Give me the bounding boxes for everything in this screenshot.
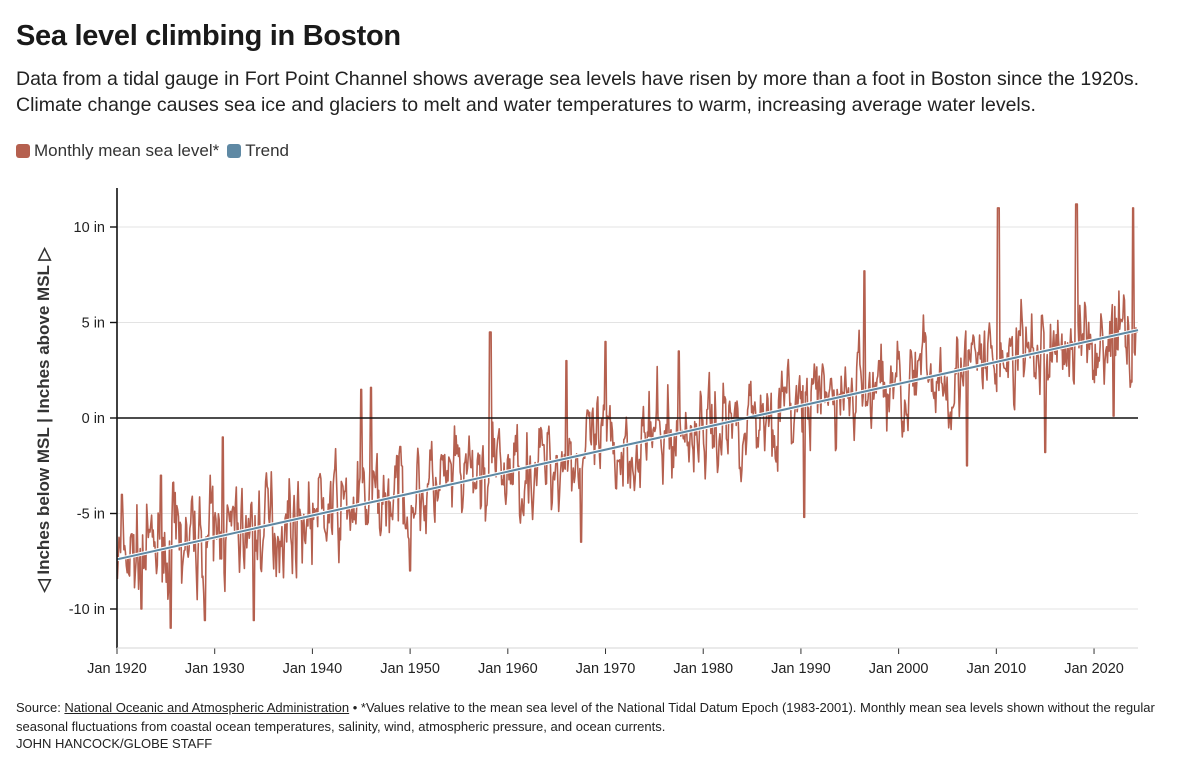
x-tick-label: Jan 1990 — [771, 661, 831, 677]
legend-swatch-trend — [227, 144, 242, 158]
legend: Monthly mean sea level* Trend — [16, 141, 297, 161]
x-tick-label: Jan 1970 — [576, 661, 636, 677]
x-tick-label: Jan 1950 — [380, 661, 440, 677]
x-tick-label: Jan 1930 — [185, 661, 245, 677]
y-tick-label: 10 in — [74, 220, 105, 236]
series-monthly-mean-sea-level — [116, 203, 1138, 629]
staff-credit: JOHN HANCOCK/GLOBE STAFF — [16, 736, 213, 751]
legend-label-monthly: Monthly mean sea level* — [34, 141, 220, 160]
y-axis-label: ◁ Inches below MSL | Inches above MSL ▷ — [34, 247, 53, 594]
chart-title: Sea level climbing in Boston — [16, 20, 401, 52]
subtitle-line: Data from a tidal gauge in Fort Point Ch… — [16, 68, 1139, 90]
grid-lines — [117, 226, 1138, 610]
source-footnote: • *Values relative to the mean sea level… — [16, 700, 1155, 734]
y-axis-ticks: 10 in 5 in 0 in -5 in -10 in — [69, 220, 117, 618]
legend-swatch-monthly — [16, 144, 30, 158]
chart-subtitle: Data from a tidal gauge in Fort Point Ch… — [16, 66, 1186, 118]
y-tick-label: 0 in — [82, 411, 105, 427]
y-tick-label: -10 in — [69, 602, 105, 618]
x-axis-ticks: Jan 1920 Jan 1930 Jan 1940 Jan 1950 Jan 1960… — [87, 648, 1124, 677]
trend-line — [116, 329, 1139, 561]
series-trend — [116, 328, 1139, 562]
x-tick-label: Jan 1960 — [478, 661, 538, 677]
legend-item-trend: Trend — [227, 141, 289, 161]
x-tick-label: Jan 2010 — [966, 661, 1026, 677]
source-prefix: Source: — [16, 700, 65, 715]
source-note: Source: National Oceanic and Atmospheric… — [16, 698, 1186, 736]
y-tick-label: 5 in — [82, 316, 105, 332]
legend-label-trend: Trend — [245, 141, 289, 160]
x-tick-label: Jan 1940 — [283, 661, 343, 677]
x-tick-label: Jan 1980 — [673, 661, 733, 677]
x-tick-label: Jan 2020 — [1064, 661, 1124, 677]
subtitle-line: Climate change causes sea ice and glacie… — [16, 94, 1036, 116]
x-tick-label: Jan 1920 — [87, 661, 147, 677]
x-tick-label: Jan 2000 — [869, 661, 929, 677]
y-tick-label: -5 in — [77, 507, 105, 523]
legend-item-monthly: Monthly mean sea level* — [16, 141, 219, 161]
source-link[interactable]: National Oceanic and Atmospheric Adminis… — [64, 700, 350, 715]
